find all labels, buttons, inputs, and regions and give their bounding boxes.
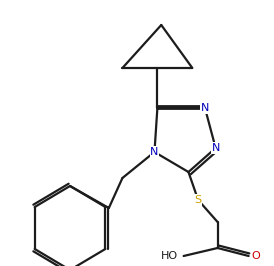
Text: HO: HO [161, 251, 178, 261]
Text: N: N [201, 103, 209, 113]
Text: N: N [150, 147, 159, 157]
Text: O: O [251, 251, 260, 261]
Text: S: S [195, 195, 202, 205]
Text: N: N [212, 143, 220, 153]
